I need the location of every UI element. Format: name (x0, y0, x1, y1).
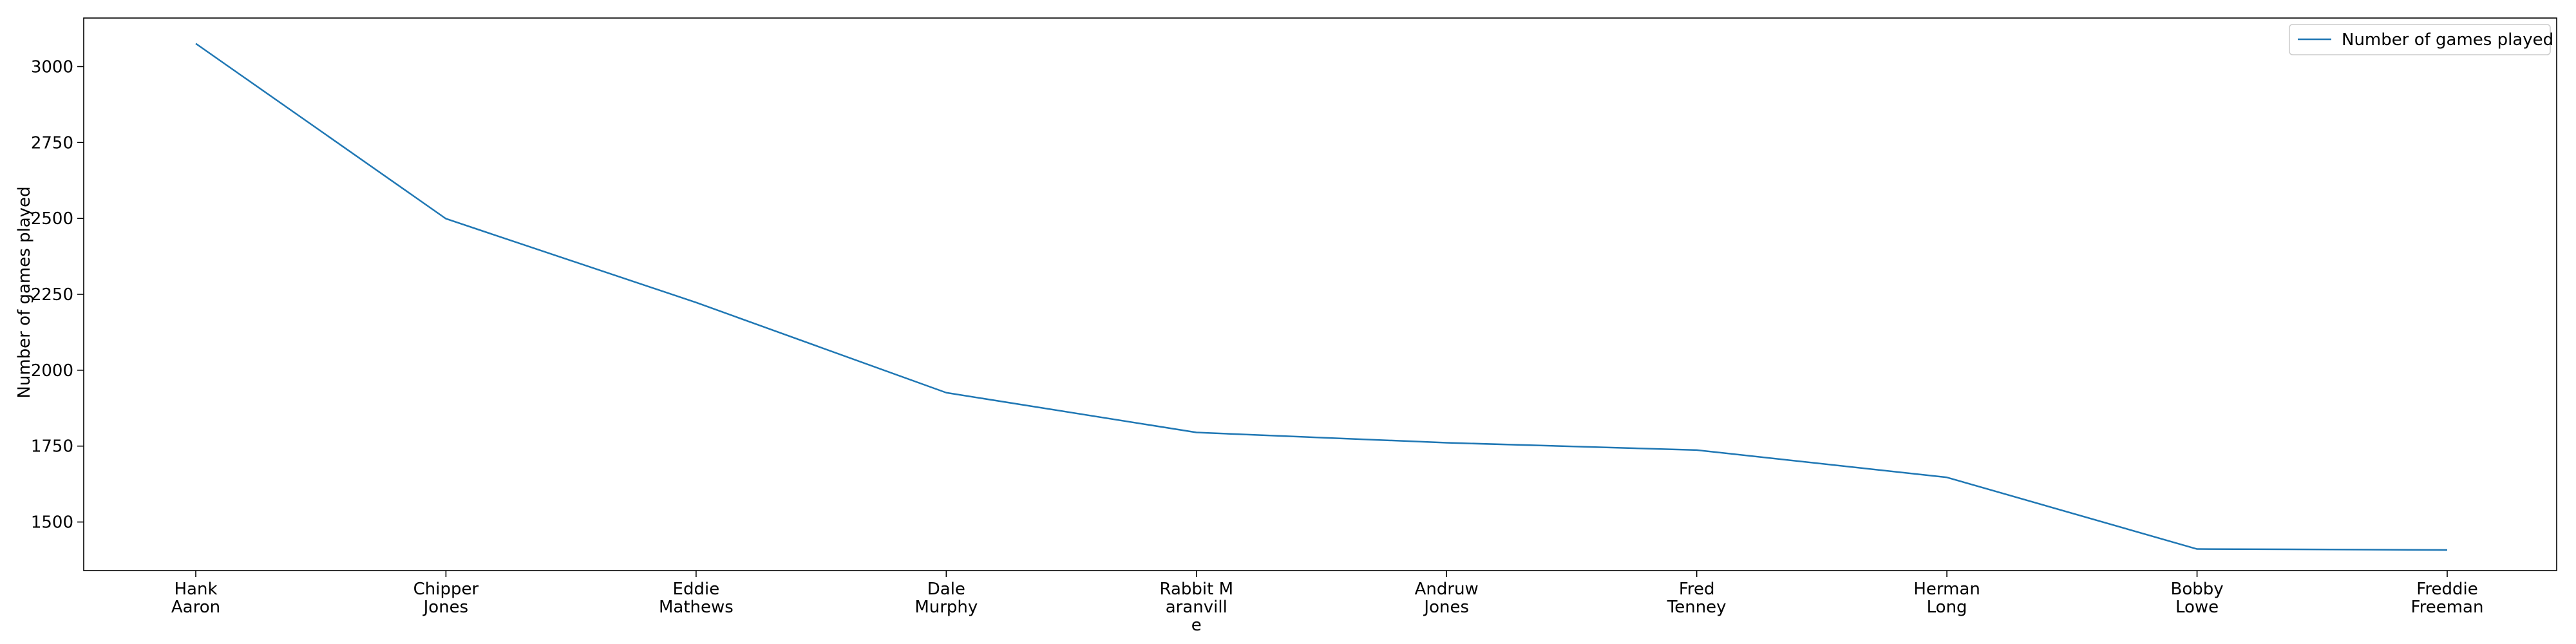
x-tick-label: Dale Murphy (914, 580, 978, 617)
y-axis-title: Number of games played (15, 186, 34, 398)
y-tick-label: 2500 (31, 209, 73, 229)
y-tick-label: 2000 (31, 361, 73, 381)
x-tick-label: Freddie Freeman (2411, 580, 2484, 617)
plot-frame (83, 17, 2557, 571)
y-tick-label: 1750 (31, 437, 73, 457)
y-tick-label: 2250 (31, 285, 73, 305)
y-tick-label: 3000 (31, 57, 73, 77)
y-tick-label: 1500 (31, 513, 73, 533)
series-line (195, 43, 2448, 551)
x-tick-label: Chipper Jones (413, 580, 479, 617)
legend: Number of games played (2289, 24, 2553, 55)
x-tick-label: Eddie Mathews (659, 580, 734, 617)
x-tick-label: Herman Long (1913, 580, 1980, 617)
x-tick-label: Fred Tenney (1667, 580, 1727, 617)
y-axis-ticks: 1500 1750 2000 2250 2500 2750 3000 (31, 57, 84, 533)
legend-box (2289, 24, 2551, 55)
y-tick-label: 2750 (31, 133, 73, 153)
legend-label: Number of games played (2342, 30, 2553, 50)
x-axis-ticks: Hank Aaron Chipper Jones Eddie Mathews Dale Mur… (171, 571, 2484, 635)
x-tick-label: Andruw Jones (1415, 580, 1479, 617)
x-tick-label: Hank Aaron (171, 580, 220, 617)
series-layer (195, 43, 2448, 551)
x-tick-label: Bobby Lowe (2170, 580, 2223, 617)
